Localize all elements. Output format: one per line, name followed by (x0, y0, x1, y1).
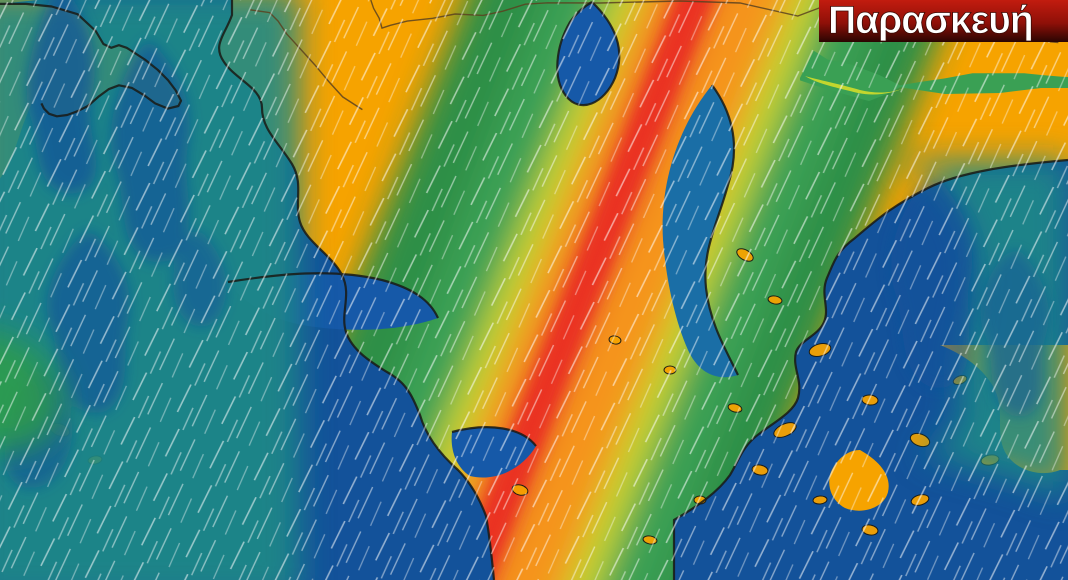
svg-text:Παρασκευή: Παρασκευή (828, 0, 1033, 42)
